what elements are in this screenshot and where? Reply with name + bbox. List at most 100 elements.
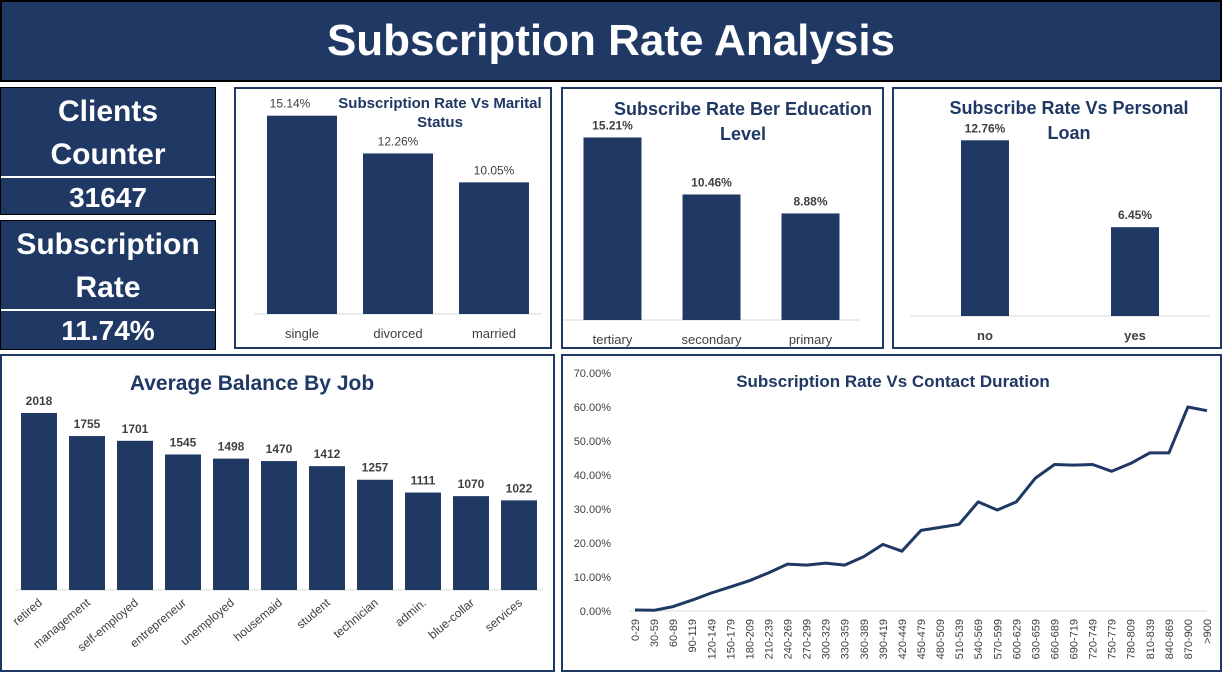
bar-management xyxy=(69,436,105,590)
category-label-married: married xyxy=(472,326,516,341)
data-label-no: 12.76% xyxy=(965,121,1006,135)
data-label-secondary: 10.46% xyxy=(691,175,732,189)
x-tick-label: 210-239 xyxy=(763,619,775,659)
subscription-rate-card: Subscription Rate 11.74% xyxy=(0,220,216,350)
bar-primary xyxy=(781,213,840,320)
x-tick-label: 660-689 xyxy=(1049,619,1061,659)
x-tick-label: 300-329 xyxy=(821,619,833,659)
clients-counter-card: Clients Counter 31647 xyxy=(0,87,216,215)
data-label-entrepreneur: 1545 xyxy=(170,435,197,449)
bar-secondary xyxy=(682,194,741,320)
bar-single xyxy=(267,115,337,314)
category-label-services: services xyxy=(482,596,525,635)
loan-chart-panel: 12.76% no 6.45% yes Subscribe Rate Vs Perso… xyxy=(892,87,1222,349)
category-label-divorced: divorced xyxy=(373,326,422,341)
bar-no xyxy=(961,140,1009,316)
x-tick-label: 150-179 xyxy=(725,619,737,659)
education-chart: 15.21% tertiary 10.46% secondary 8.88% primar… xyxy=(563,118,860,347)
category-label-housemaid: housemaid xyxy=(231,596,285,644)
category-label-single: single xyxy=(285,326,319,341)
data-label-housemaid: 1470 xyxy=(266,442,293,456)
x-tick-label: 690-719 xyxy=(1069,619,1081,659)
y-tick-label: 10.00% xyxy=(574,572,612,584)
bar-housemaid xyxy=(261,461,297,590)
category-label-secondary: secondary xyxy=(682,332,742,347)
dashboard-title: Subscription Rate Analysis xyxy=(326,16,896,65)
category-label-tertiary: tertiary xyxy=(593,332,633,347)
x-tick-label: 360-389 xyxy=(859,619,871,659)
x-tick-label: 480-509 xyxy=(935,619,947,659)
category-label-blue-collar: blue-collar xyxy=(426,596,477,642)
x-tick-label: 840-869 xyxy=(1164,619,1176,659)
x-tick-label: 60-89 xyxy=(668,619,680,647)
bar-divorced xyxy=(363,153,433,314)
category-label-admin.: admin. xyxy=(392,596,429,630)
x-tick-label: 780-809 xyxy=(1126,619,1138,659)
data-label-tertiary: 15.21% xyxy=(592,118,633,132)
data-label-blue-collar: 1070 xyxy=(458,477,485,491)
subscription-rate-value: 11.74% xyxy=(1,309,215,349)
data-label-management: 1755 xyxy=(74,417,101,431)
data-label-divorced: 12.26% xyxy=(378,134,419,148)
data-label-yes: 6.45% xyxy=(1118,208,1152,222)
loan-chart-title: Subscribe Rate Vs Personal Loan xyxy=(949,98,1189,143)
data-label-student: 1412 xyxy=(314,447,341,461)
category-label-yes: yes xyxy=(1124,328,1146,343)
x-tick-label: 240-269 xyxy=(783,619,795,659)
category-label-retired: retired xyxy=(10,596,45,629)
data-label-self-employed: 1701 xyxy=(122,422,149,436)
loan-chart: 12.76% no 6.45% yes xyxy=(910,121,1210,343)
y-tick-label: 60.00% xyxy=(574,402,612,414)
clients-counter-value: 31647 xyxy=(1,176,215,216)
x-tick-label: >900 xyxy=(1202,619,1214,644)
bar-student xyxy=(309,466,345,590)
x-tick-label: 120-149 xyxy=(706,619,718,659)
x-tick-label: 600-629 xyxy=(1011,619,1023,659)
category-label-unemployed: unemployed xyxy=(178,596,237,649)
x-tick-label: 330-359 xyxy=(840,619,852,659)
x-tick-label: 630-659 xyxy=(1030,619,1042,659)
marital-chart-title: Subscription Rate Vs Marital Status xyxy=(338,95,542,131)
bar-unemployed xyxy=(213,458,249,590)
job-chart: 2018retired1755management1701self-employ… xyxy=(10,394,543,654)
subscription-rate-label-line2: Rate xyxy=(75,271,141,304)
data-label-technician: 1257 xyxy=(362,461,389,475)
marital-chart: 15.14% single 12.26% divorced 10.05% married xyxy=(254,97,542,341)
duration-chart-title: Subscription Rate Vs Contact Duration xyxy=(736,372,1050,391)
job-chart-panel: 2018 retired 1755 management 1701 self-employ… xyxy=(0,354,555,672)
y-tick-label: 50.00% xyxy=(574,436,612,448)
data-label-married: 10.05% xyxy=(474,163,515,177)
bar-retired xyxy=(21,413,57,590)
x-tick-label: 390-419 xyxy=(878,619,890,659)
data-label-admin.: 1111 xyxy=(411,474,436,488)
x-tick-label: 420-449 xyxy=(897,619,909,659)
education-chart-title: Subscribe Rate Ber Education Level xyxy=(613,99,873,144)
category-label-student: student xyxy=(294,595,334,631)
x-tick-label: 510-539 xyxy=(954,619,966,659)
y-tick-label: 40.00% xyxy=(574,470,612,482)
x-tick-label: 90-119 xyxy=(687,619,699,652)
category-label-technician: technician xyxy=(331,596,381,641)
category-label-primary: primary xyxy=(789,332,833,347)
bar-tertiary xyxy=(583,137,642,320)
x-tick-label: 180-209 xyxy=(744,619,756,659)
x-tick-label: 570-599 xyxy=(992,619,1004,659)
category-label-no: no xyxy=(977,328,993,343)
x-tick-label: 0-29 xyxy=(630,619,642,641)
x-tick-label: 810-839 xyxy=(1145,619,1157,659)
clients-counter-label-line1: Clients xyxy=(57,95,159,128)
bar-blue-collar xyxy=(453,496,489,590)
bar-services xyxy=(501,500,537,590)
data-label-unemployed: 1498 xyxy=(218,440,245,454)
bar-self-employed xyxy=(117,440,153,590)
subscription-rate-label-line1: Subscription xyxy=(16,228,200,261)
data-label-retired: 2018 xyxy=(26,394,53,408)
bar-admin. xyxy=(405,492,441,590)
job-chart-title: Average Balance By Job xyxy=(129,372,375,395)
y-tick-label: 20.00% xyxy=(574,538,612,550)
x-tick-label: 270-299 xyxy=(802,619,814,659)
x-tick-label: 540-569 xyxy=(973,619,985,659)
bar-technician xyxy=(357,479,393,590)
x-tick-label: 720-749 xyxy=(1088,619,1100,659)
dashboard-header: Subscription Rate Analysis xyxy=(0,0,1222,82)
